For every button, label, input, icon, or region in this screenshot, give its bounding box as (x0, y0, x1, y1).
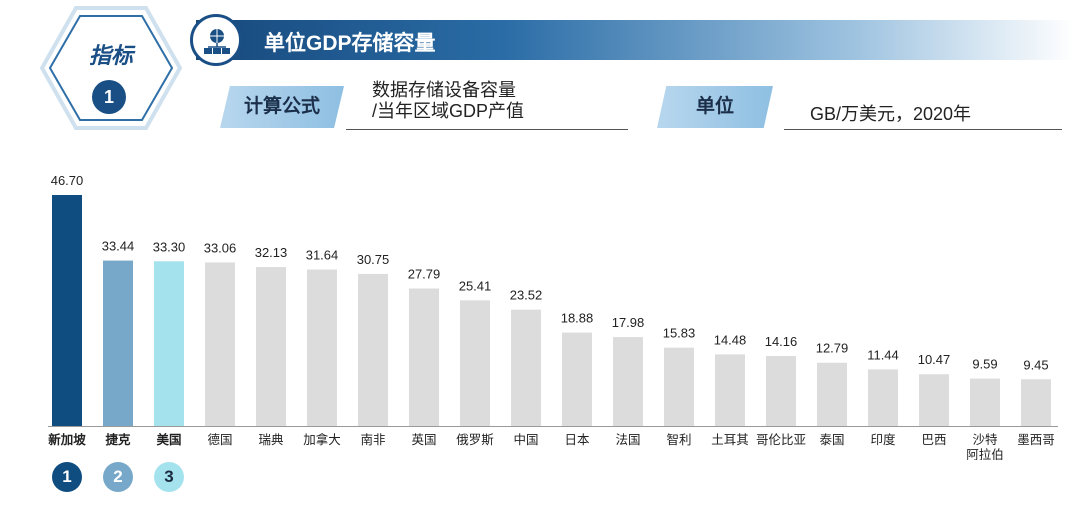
formula-underline (346, 129, 628, 130)
category-label-16: 印度 (870, 432, 896, 447)
category-label-13: 土耳其 (711, 433, 749, 447)
value-label-15: 12.79 (816, 341, 849, 356)
category-label-1: 捷克 (105, 432, 131, 447)
value-label-12: 15.83 (663, 326, 696, 341)
bar-8 (460, 300, 490, 426)
value-label-10: 18.88 (561, 311, 594, 326)
bar-18 (970, 378, 1000, 426)
unit-text: GB/万美元，2020年 (810, 104, 972, 124)
category-label-18-line-0: 沙特 (972, 432, 997, 447)
rank-circle-1: 1 (52, 462, 82, 492)
value-label-8: 25.41 (459, 278, 492, 293)
category-label-10: 日本 (564, 433, 590, 447)
formula-line-2: /当年区域GDP产值 (372, 101, 525, 121)
bar-3 (205, 262, 235, 426)
value-label-14: 14.16 (765, 334, 798, 349)
bar-6 (358, 273, 388, 426)
bar-16 (868, 369, 898, 426)
category-label-5: 加拿大 (303, 432, 341, 447)
value-label-9: 23.52 (510, 288, 543, 303)
indicator-badge: 指标 1 (40, 4, 182, 132)
bar-13 (715, 354, 745, 426)
value-label-7: 27.79 (408, 267, 441, 282)
indicator-label: 指标 (88, 43, 133, 68)
category-label-6: 南非 (360, 432, 385, 447)
bar-4 (256, 267, 286, 426)
bar-chart: 46.70 新加坡 33.44 捷克 33.30 美国 33.06 德国 32.13 瑞典 31.6… (48, 173, 1058, 460)
category-label-11: 法国 (615, 433, 640, 447)
category-label-18-line-1: 阿拉伯 (966, 447, 1004, 460)
bar-14 (766, 355, 796, 426)
value-label-2: 33.30 (153, 239, 186, 254)
rank-circle-3: 3 (154, 462, 184, 492)
bar-10 (562, 332, 592, 426)
value-label-4: 32.13 (255, 245, 288, 260)
category-label-17: 巴西 (921, 433, 946, 447)
value-label-16: 11.44 (867, 347, 899, 362)
category-label-8: 俄罗斯 (456, 433, 494, 447)
category-label-14: 哥伦比亚 (756, 432, 806, 447)
category-label-15: 泰国 (819, 433, 844, 447)
formula-text: 数据存储设备容量 /当年区域GDP产值 (372, 80, 524, 122)
title-bar (196, 20, 1074, 60)
formula-tag: 计算公式 (220, 86, 344, 128)
category-label-0: 新加坡 (48, 432, 86, 447)
bar-5 (307, 269, 337, 426)
category-label-9: 中国 (513, 432, 538, 447)
value-label-0: 46.70 (51, 173, 84, 188)
value-label-19: 9.45 (1023, 357, 1048, 372)
bar-0 (52, 195, 82, 426)
category-label-3: 德国 (207, 432, 232, 447)
unit-tag: 单位 (657, 86, 773, 128)
indicator-number: 1 (92, 80, 126, 114)
value-label-18: 9.59 (972, 357, 997, 372)
bar-19 (1021, 379, 1051, 426)
bar-11 (613, 337, 643, 426)
value-label-13: 14.48 (714, 332, 747, 347)
category-label-7: 英国 (411, 433, 436, 447)
category-label-2: 美国 (156, 432, 181, 447)
bar-1 (103, 260, 133, 426)
value-label-1: 33.44 (102, 239, 135, 254)
value-label-6: 30.75 (357, 252, 390, 267)
bar-17 (919, 374, 949, 426)
value-label-11: 17.98 (612, 315, 645, 330)
unit-underline (784, 129, 1062, 130)
bar-9 (511, 309, 541, 426)
formula-line-1: 数据存储设备容量 (372, 80, 516, 100)
network-icon (190, 14, 242, 66)
bar-12 (664, 347, 694, 426)
bar-7 (409, 288, 439, 426)
value-label-17: 10.47 (918, 352, 951, 367)
value-label-5: 31.64 (306, 247, 339, 262)
hexagon-frame (40, 6, 182, 130)
value-label-3: 33.06 (204, 240, 237, 255)
page-title: 单位GDP存储容量 (264, 32, 436, 55)
category-label-12: 智利 (666, 432, 691, 447)
bar-15 (817, 362, 847, 426)
category-label-4: 瑞典 (258, 433, 283, 447)
category-label-19: 墨西哥 (1017, 433, 1055, 447)
bar-2 (154, 261, 184, 426)
rank-circle-2: 2 (103, 462, 133, 492)
